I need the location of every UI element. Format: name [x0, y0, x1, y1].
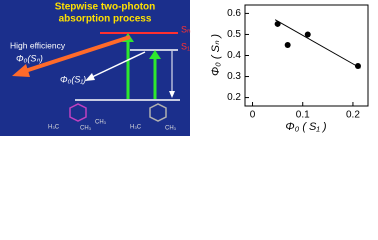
y-tick-label: 0.2: [227, 92, 241, 103]
figure: Stepwise two-photon absorption process S…: [0, 0, 369, 136]
yield-label: Φ₀(S₁): [60, 74, 86, 84]
efficiency: High efficiency: [10, 40, 66, 50]
point: [304, 31, 311, 38]
arrow: [21, 35, 131, 74]
yield-label: Φ₀(Sₙ): [16, 53, 43, 63]
diagram: Stepwise two-photon absorption process S…: [0, 0, 191, 136]
x-axis-label: Φ₀ ( S₁ ): [285, 121, 326, 133]
molecule-label: CH₃: [95, 120, 107, 126]
molecule-label: CH₃: [165, 126, 177, 132]
molecule-ring: [69, 103, 87, 122]
level-label: Sₙ: [181, 24, 191, 34]
y-tick-label: 0.5: [227, 29, 241, 40]
point: [274, 20, 281, 27]
point: [354, 63, 361, 70]
molecule-label: H₃C: [48, 125, 60, 131]
molecule-label: H₃C: [130, 125, 142, 131]
molecule-ring: [149, 103, 167, 122]
y-tick-label: 0.4: [227, 50, 241, 61]
level-label: S₁: [181, 41, 190, 51]
x-tick-label: 0: [250, 110, 256, 121]
arrow-head: [12, 64, 30, 77]
arrow-head: [85, 73, 95, 81]
molecule-label: CH₃: [80, 126, 92, 132]
x-tick-label: 0.2: [346, 110, 360, 121]
diagram-title: Stepwise two-photon: [55, 2, 156, 13]
y-tick-label: 0.3: [227, 71, 241, 82]
x-tick-label: 0.1: [296, 110, 310, 121]
fit-line: [274, 19, 361, 69]
y-axis-label: Φ₀ ( Sₙ ): [210, 34, 222, 76]
plot-frame: [244, 4, 369, 107]
diagram-title: absorption process: [59, 14, 152, 25]
arrow-head: [149, 50, 161, 59]
y-tick-label: 0.6: [227, 8, 241, 19]
arrow-head: [169, 91, 175, 98]
point: [284, 41, 291, 48]
arrow: [89, 51, 146, 79]
